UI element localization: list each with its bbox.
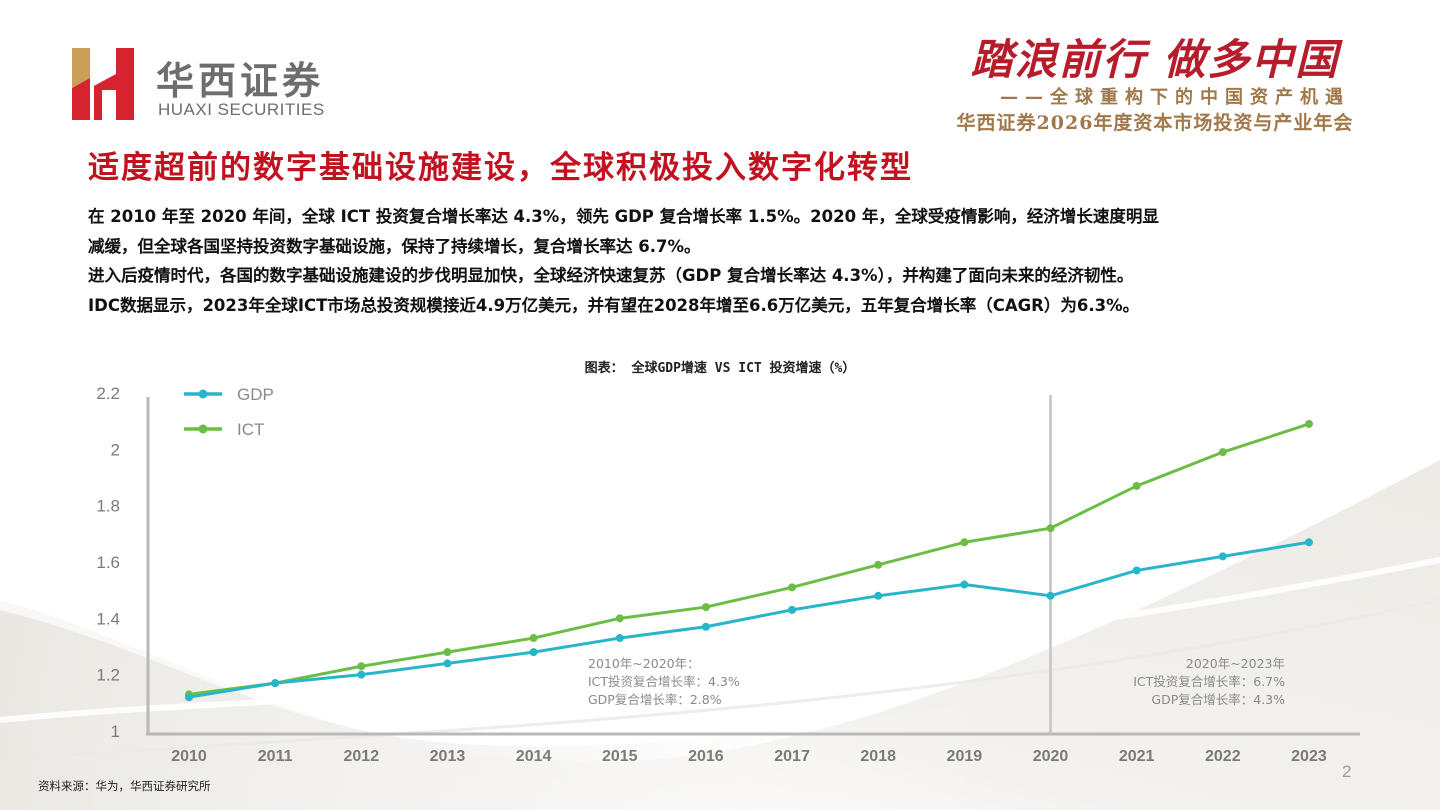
data-point-marker (1218, 552, 1227, 561)
x-tick-label: 2014 (516, 748, 552, 765)
y-tick-label: 2.2 (96, 384, 120, 403)
legend-item-gdp: GDP (184, 385, 274, 404)
event-slogan: 踏浪前行 做多中国 (970, 35, 1340, 84)
line-chart: 11.21.41.61.822.2 2010 2011 2012 2013 2014 20… (96, 384, 1360, 765)
event-banner: 踏浪前行 做多中国 ——全球重构下的中国资产机遇 华西证券2026年度资本市场投… (940, 36, 1370, 136)
legend-marker-icon (198, 424, 208, 434)
logo-english-name: HUAXI SECURITIES (158, 100, 325, 119)
data-point-marker (701, 603, 710, 612)
data-point-marker (1304, 538, 1313, 547)
gdp-series (185, 538, 1313, 702)
y-tick-label: 1 (111, 722, 120, 741)
chart-series (185, 419, 1313, 702)
chart-caption: 图表： 全球GDP增速 VS ICT 投资增速（%） (584, 361, 856, 376)
event-name: 华西证券2026年度资本市场投资与产业年会 (956, 112, 1354, 134)
data-point-marker (271, 679, 280, 688)
data-point-marker (357, 662, 366, 671)
event-subtitle: ——全球重构下的中国资产机遇 (1000, 87, 1350, 108)
x-tick-label: 2018 (860, 748, 896, 765)
x-tick-label: 2016 (688, 748, 724, 765)
x-tick-label: 2023 (1291, 748, 1327, 765)
data-point-marker (1218, 448, 1227, 457)
x-tick-label: 2013 (430, 748, 466, 765)
x-tick-label: 2015 (602, 748, 638, 765)
x-tick-label: 2020 (1033, 748, 1069, 765)
paragraph-line: 在 2010 年至 2020 年间，全球 ICT 投资复合增长率达 4.3%，领… (88, 207, 1159, 226)
annotation-line: 2020年~2023年 (1186, 656, 1285, 671)
data-point-marker (874, 591, 883, 600)
data-point-marker (615, 614, 624, 623)
annotation-line: 2010年~2020年： (588, 656, 700, 671)
page-title: 适度超前的数字基础设施建设，全球积极投入数字化转型 (88, 150, 913, 186)
data-point-marker (874, 560, 883, 569)
chart-legend: GDP ICT (184, 385, 274, 439)
x-tick-label: 2010 (171, 748, 207, 765)
data-point-marker (615, 634, 624, 643)
cagr-annotation: 2020年~2023年 ICT投资复合增长率：6.7% GDP复合增长率：4.3% (1133, 656, 1285, 707)
legend-label: GDP (237, 385, 274, 404)
data-point-marker (443, 648, 452, 657)
data-point-marker (443, 659, 452, 668)
data-point-marker (529, 634, 538, 643)
paragraph-line: 减缓，但全球各国坚持投资数字基础设施，保持了持续增长，复合增长率达 6.7%。 (88, 236, 701, 256)
data-point-marker (185, 693, 193, 702)
y-tick-label: 1.6 (96, 553, 120, 572)
data-point-marker (529, 648, 538, 657)
paragraph-line: IDC数据显示，2023年全球ICT市场总投资规模接近4.9万亿美元，并有望在2… (88, 295, 1140, 315)
y-tick-label: 1.2 (96, 666, 120, 685)
annotation-line: GDP复合增长率：4.3% (1151, 692, 1285, 707)
legend-label: ICT (237, 420, 264, 439)
body-text: 在 2010 年至 2020 年间，全球 ICT 投资复合增长率达 4.3%，领… (88, 202, 1388, 320)
data-point-marker (1046, 591, 1055, 600)
x-tick-label: 2021 (1119, 748, 1155, 765)
x-tick-label: 2017 (774, 748, 810, 765)
data-source-note: 资料来源：华为，华西证券研究所 (38, 779, 211, 793)
paragraph-line: 进入后疫情时代，各国的数字基础设施建设的步伐明显加快，全球经济快速复苏（GDP … (88, 266, 1134, 285)
legend-item-ict: ICT (184, 420, 264, 439)
x-tick-label: 2011 (258, 748, 293, 765)
data-point-marker (1046, 524, 1055, 533)
data-point-marker (357, 670, 366, 679)
data-point-marker (1304, 419, 1313, 428)
data-point-marker (1132, 566, 1141, 575)
annotation-line: ICT投资复合增长率：4.3% (588, 674, 740, 689)
huaxi-h-logo-icon (72, 48, 134, 120)
y-tick-label: 1.4 (96, 609, 120, 628)
x-axis-ticks: 2010 2011 2012 2013 2014 2015 2016 2017 2018 2019… (171, 748, 1327, 765)
x-tick-label: 2012 (344, 748, 380, 765)
data-point-marker (960, 538, 969, 547)
legend-marker-icon (198, 389, 208, 399)
chart-annotations: 2010年~2020年： ICT投资复合增长率：4.3% GDP复合增长率：2.8%… (588, 656, 1285, 707)
data-point-marker (788, 605, 797, 614)
x-tick-label: 2019 (947, 748, 983, 765)
data-point-marker (701, 622, 710, 631)
cagr-annotation: 2010年~2020年： ICT投资复合增长率：4.3% GDP复合增长率：2.8% (588, 656, 740, 707)
page-number: 2 (1342, 762, 1352, 781)
annotation-line: GDP复合增长率：2.8% (588, 692, 722, 707)
data-point-marker (788, 583, 797, 592)
ict-series (185, 419, 1313, 699)
data-point-marker (960, 580, 969, 589)
annotation-line: ICT投资复合增长率：6.7% (1133, 674, 1285, 689)
logo-chinese-name: 华西证券 (156, 58, 325, 103)
huaxi-logo: 华西证券 HUAXI SECURITIES (72, 48, 342, 120)
x-tick-label: 2022 (1205, 748, 1241, 765)
data-point-marker (1132, 481, 1141, 490)
y-tick-label: 1.8 (96, 497, 120, 516)
y-axis-ticks: 1 1.2 1.4 1.6 1.8 2 2.2 (96, 384, 120, 741)
y-tick-label: 2 (111, 440, 120, 459)
